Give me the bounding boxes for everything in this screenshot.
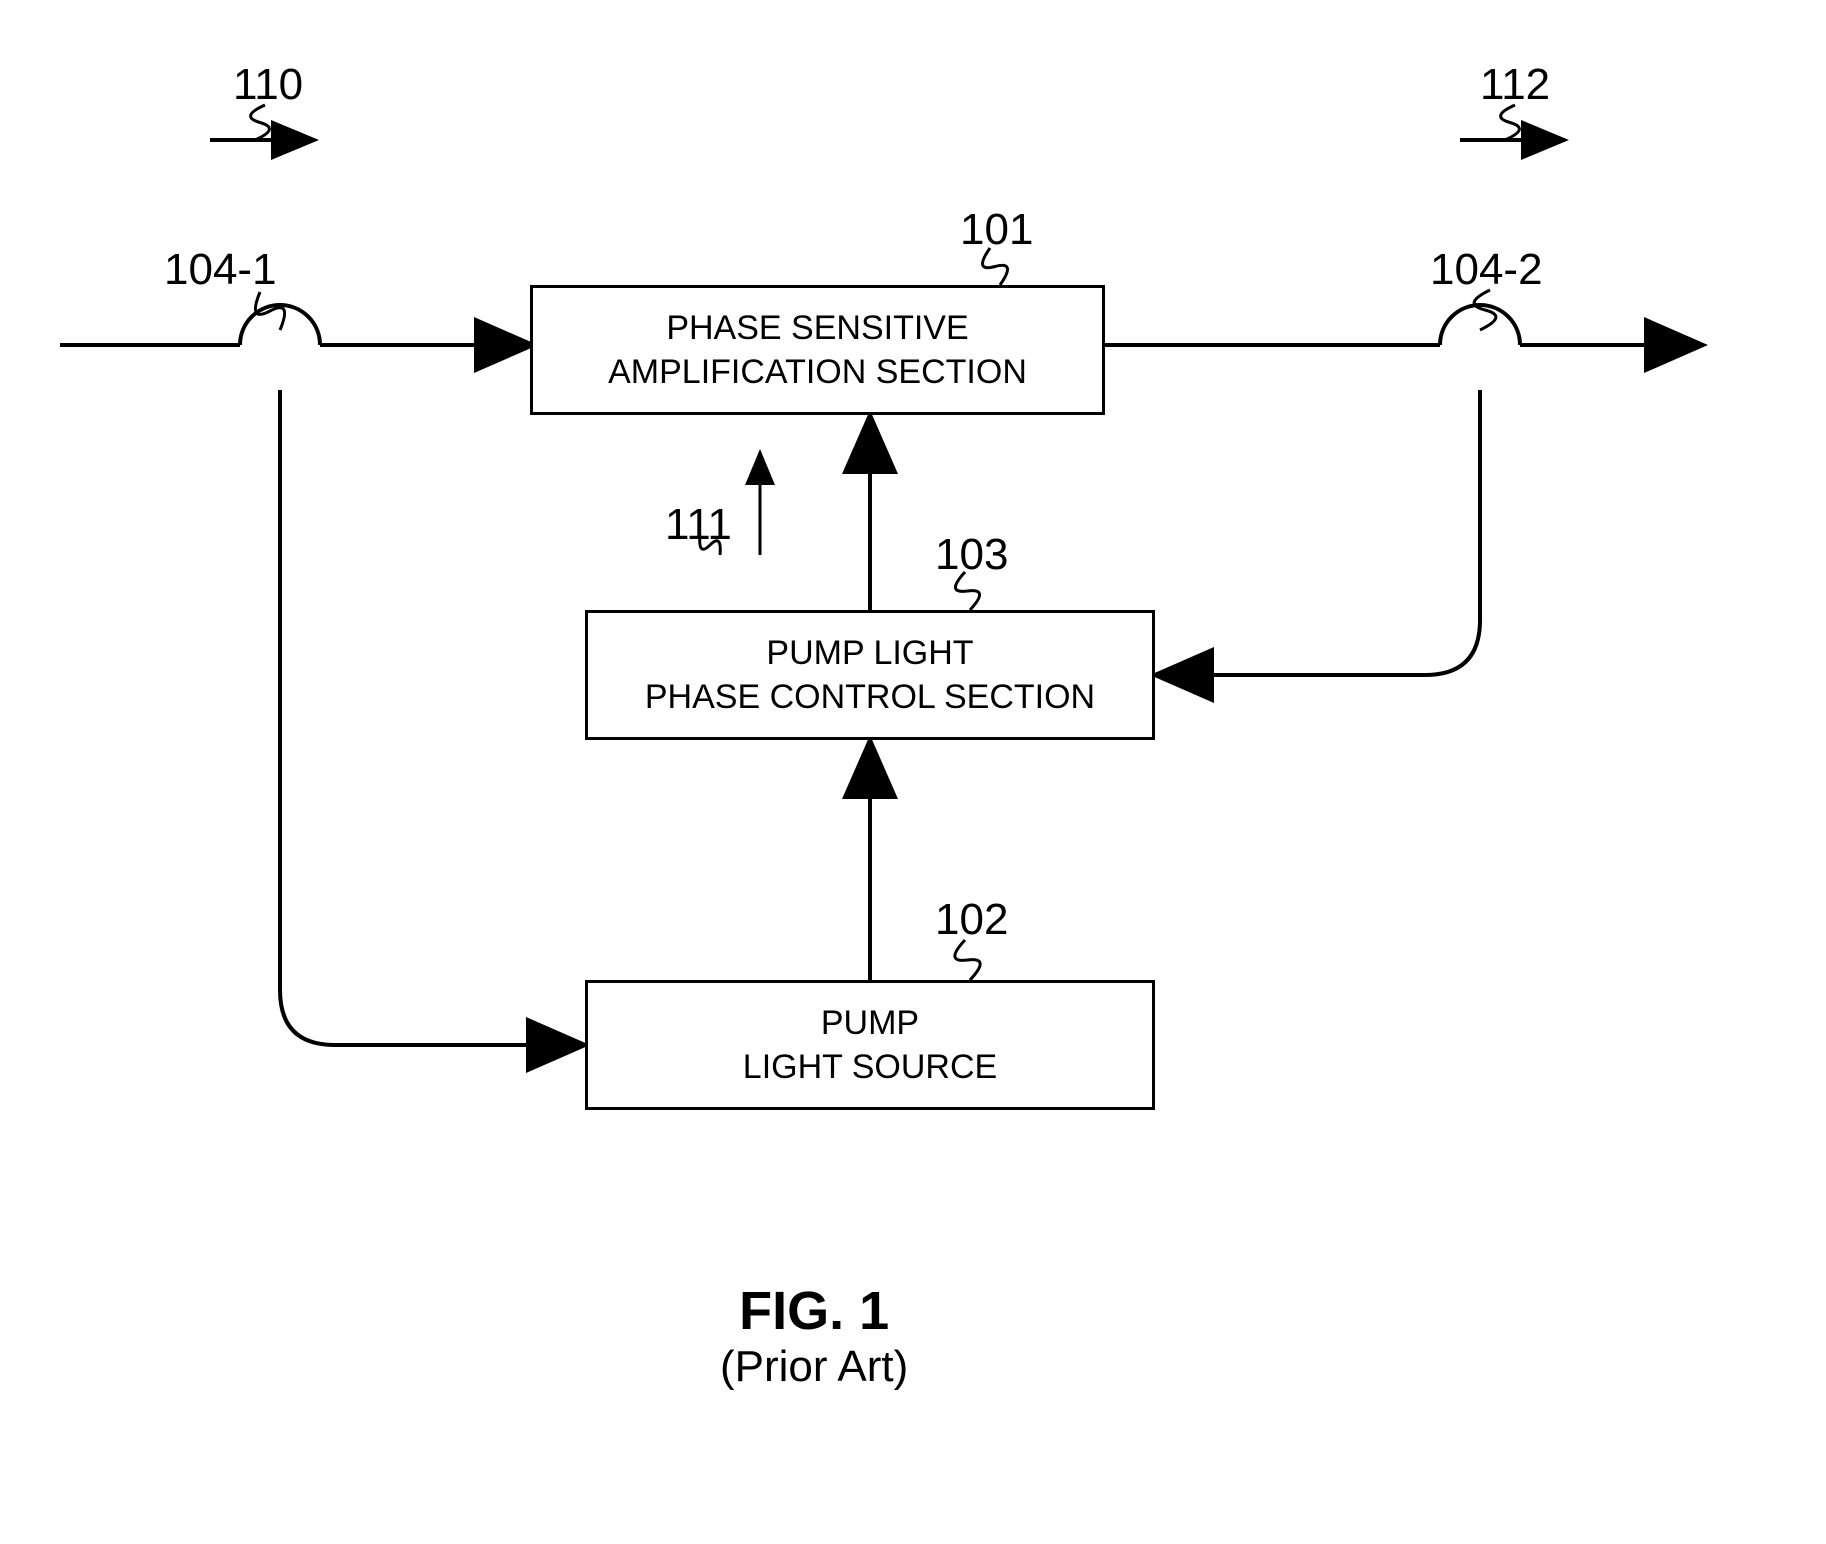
pump-phase-control-label: PUMP LIGHT PHASE CONTROL SECTION <box>645 631 1095 719</box>
figure-caption-title: FIG. 1 <box>720 1280 908 1342</box>
ref-label-104-1: 104-1 <box>164 245 277 295</box>
ref-label-111: 111 <box>665 500 732 550</box>
pump-light-phase-control-box: PUMP LIGHT PHASE CONTROL SECTION <box>585 610 1155 740</box>
ref-label-110: 110 <box>233 60 303 110</box>
block-diagram <box>0 0 1826 1544</box>
phase-sensitive-amplification-box: PHASE SENSITIVE AMPLIFICATION SECTION <box>530 285 1105 415</box>
pump-light-source-label: PUMP LIGHT SOURCE <box>743 1001 997 1089</box>
ref-label-104-2: 104-2 <box>1430 245 1543 295</box>
pump-light-source-box: PUMP LIGHT SOURCE <box>585 980 1155 1110</box>
ref-label-103: 103 <box>935 530 1008 580</box>
ref-label-102: 102 <box>935 895 1008 945</box>
ref-label-112: 112 <box>1480 60 1550 110</box>
phase-sensitive-label: PHASE SENSITIVE AMPLIFICATION SECTION <box>608 306 1027 394</box>
ref-label-101: 101 <box>960 205 1033 255</box>
figure-caption-subtitle: (Prior Art) <box>720 1342 908 1392</box>
figure-caption: FIG. 1 (Prior Art) <box>720 1280 908 1392</box>
